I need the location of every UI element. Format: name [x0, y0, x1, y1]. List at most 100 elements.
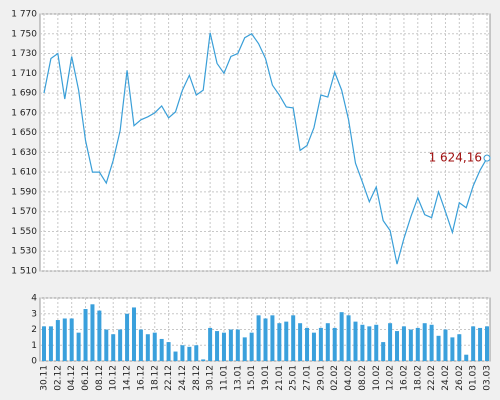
- volume-bar: [450, 337, 455, 361]
- y-tick-label: 1 650: [11, 128, 37, 138]
- volume-bar: [360, 324, 365, 361]
- volume-bar: [187, 346, 192, 361]
- volume-bar: [194, 345, 199, 361]
- volume-bar: [471, 326, 476, 361]
- volume-bar: [332, 327, 337, 361]
- x-tick-label: 22.12: [164, 365, 174, 391]
- volume-bar: [208, 327, 213, 361]
- y-tick-label: 1 590: [11, 187, 37, 197]
- x-tick-label: 11.01: [219, 365, 229, 391]
- price-line: [43, 32, 488, 265]
- volume-bar: [118, 329, 123, 361]
- volume-bar: [159, 338, 164, 361]
- x-tick-label: 02.12: [53, 365, 63, 391]
- x-tick-label: 18.02: [413, 365, 423, 391]
- x-tick-label: 18.12: [150, 365, 160, 391]
- volume-bar: [367, 326, 372, 361]
- volume-bar: [76, 332, 81, 361]
- y-tick-label: 1 630: [11, 148, 37, 158]
- x-tick-label: 21.01: [275, 365, 285, 391]
- volume-bar: [429, 324, 434, 361]
- x-tick-label: 02.02: [330, 365, 340, 391]
- y-tick-label: 1 750: [11, 29, 37, 39]
- volume-bar: [152, 332, 157, 361]
- x-tick-label: 14.12: [123, 365, 133, 391]
- volume-bar: [318, 327, 323, 361]
- volume-bar: [339, 312, 344, 361]
- volume-bar: [443, 329, 448, 361]
- y-tick-label: 1 690: [11, 89, 37, 99]
- volume-bar: [457, 334, 462, 361]
- x-tick-label: 10.12: [109, 365, 119, 391]
- volume-bar: [325, 323, 330, 361]
- last-point: [483, 154, 491, 162]
- x-tick-label: 06.12: [81, 365, 91, 391]
- volume-bar: [401, 326, 406, 361]
- y-tick-label: 1 510: [11, 267, 37, 277]
- volume-bar: [138, 329, 143, 361]
- y-tick-label: 0: [31, 357, 37, 367]
- x-tick-label: 19.01: [261, 365, 271, 391]
- volume-bar: [215, 331, 220, 361]
- volume-bar: [422, 323, 427, 361]
- volume-bar: [111, 334, 116, 361]
- volume-bar: [228, 329, 233, 361]
- volume-bar: [104, 329, 109, 361]
- volume-bar: [131, 307, 136, 361]
- volume-bar: [284, 321, 289, 361]
- y-tick-label: 1 770: [11, 10, 37, 20]
- y-tick-label: 1: [31, 341, 37, 351]
- x-tick-label: 01.03: [469, 365, 479, 391]
- volume-bar: [298, 323, 303, 361]
- y-tick-label: 1 570: [11, 207, 37, 217]
- x-tick-label: 30.11: [40, 365, 50, 391]
- volume-bar: [478, 327, 483, 361]
- x-tick-label: 30.12: [206, 365, 216, 391]
- x-tick-label: 08.12: [95, 365, 105, 391]
- y-tick-label: 1 610: [11, 168, 37, 178]
- volume-bar: [201, 359, 206, 361]
- x-tick-label: 24.02: [441, 365, 451, 391]
- volume-bar: [83, 309, 88, 361]
- y-tick-label: 2: [31, 325, 37, 335]
- y-tick-label: 1 670: [11, 108, 37, 118]
- x-tick-label: 12.02: [386, 365, 396, 391]
- volume-bar: [48, 326, 53, 361]
- volume-bar: [90, 304, 95, 361]
- x-tick-label: 22.02: [427, 365, 437, 391]
- volume-bar: [485, 326, 489, 361]
- volume-bar: [464, 354, 469, 361]
- x-tick-label: 27.01: [303, 365, 313, 391]
- volume-bar: [415, 327, 420, 361]
- volume-bar: [388, 323, 393, 361]
- x-tick-label: 16.12: [136, 365, 146, 391]
- volume-bar: [353, 321, 358, 361]
- volume-bar: [69, 318, 74, 361]
- volume-bar: [97, 310, 102, 361]
- x-tick-label: 16.02: [399, 365, 409, 391]
- x-tick-label: 26.02: [455, 365, 465, 391]
- x-tick-label: 10.02: [372, 365, 382, 391]
- volume-bar: [305, 327, 310, 361]
- volume-bar: [263, 318, 268, 361]
- volume-bar: [291, 315, 296, 361]
- x-tick-label: 28.12: [192, 365, 202, 391]
- volume-bar: [145, 334, 150, 361]
- x-tick-label: 04.02: [344, 365, 354, 391]
- y-tick-label: 1 710: [11, 69, 37, 79]
- volume-bar: [221, 332, 226, 361]
- volume-bar: [249, 332, 254, 361]
- volume-bar: [311, 332, 316, 361]
- y-tick-label: 1 730: [11, 49, 37, 59]
- x-tick-label: 04.12: [67, 365, 77, 391]
- x-tick-label: 15.01: [247, 365, 257, 391]
- volume-bar: [242, 337, 247, 361]
- volume-bar: [256, 315, 261, 361]
- volume-bar: [408, 329, 413, 361]
- volume-bar: [270, 315, 275, 361]
- volume-bar: [125, 313, 130, 361]
- volume-bar: [173, 351, 178, 361]
- y-tick-label: 1 550: [11, 227, 37, 237]
